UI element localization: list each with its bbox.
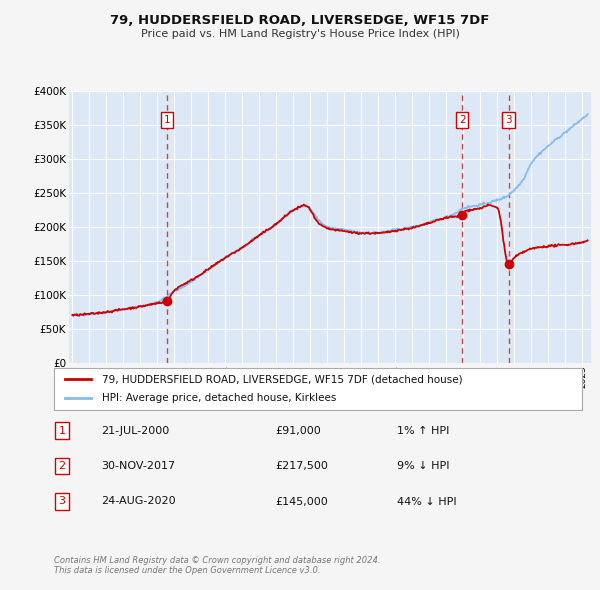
Text: 3: 3 — [58, 497, 65, 506]
Text: 30-NOV-2017: 30-NOV-2017 — [101, 461, 176, 471]
FancyBboxPatch shape — [54, 368, 582, 410]
Text: 79, HUDDERSFIELD ROAD, LIVERSEDGE, WF15 7DF: 79, HUDDERSFIELD ROAD, LIVERSEDGE, WF15 … — [110, 14, 490, 27]
Text: 44% ↓ HPI: 44% ↓ HPI — [397, 497, 457, 506]
Text: 1: 1 — [58, 426, 65, 435]
Text: £145,000: £145,000 — [276, 497, 329, 506]
Text: 9% ↓ HPI: 9% ↓ HPI — [397, 461, 450, 471]
Text: 1: 1 — [163, 115, 170, 125]
Text: 2: 2 — [459, 115, 466, 125]
Text: 2: 2 — [58, 461, 65, 471]
Text: £217,500: £217,500 — [276, 461, 329, 471]
Text: 24-AUG-2020: 24-AUG-2020 — [101, 497, 176, 506]
Text: £91,000: £91,000 — [276, 426, 322, 435]
Text: Contains HM Land Registry data © Crown copyright and database right 2024.
This d: Contains HM Land Registry data © Crown c… — [54, 556, 380, 575]
Text: HPI: Average price, detached house, Kirklees: HPI: Average price, detached house, Kirk… — [101, 393, 336, 403]
Text: 3: 3 — [505, 115, 512, 125]
Text: Price paid vs. HM Land Registry's House Price Index (HPI): Price paid vs. HM Land Registry's House … — [140, 30, 460, 39]
Text: 1% ↑ HPI: 1% ↑ HPI — [397, 426, 449, 435]
Text: 79, HUDDERSFIELD ROAD, LIVERSEDGE, WF15 7DF (detached house): 79, HUDDERSFIELD ROAD, LIVERSEDGE, WF15 … — [101, 375, 462, 385]
Text: 21-JUL-2000: 21-JUL-2000 — [101, 426, 170, 435]
